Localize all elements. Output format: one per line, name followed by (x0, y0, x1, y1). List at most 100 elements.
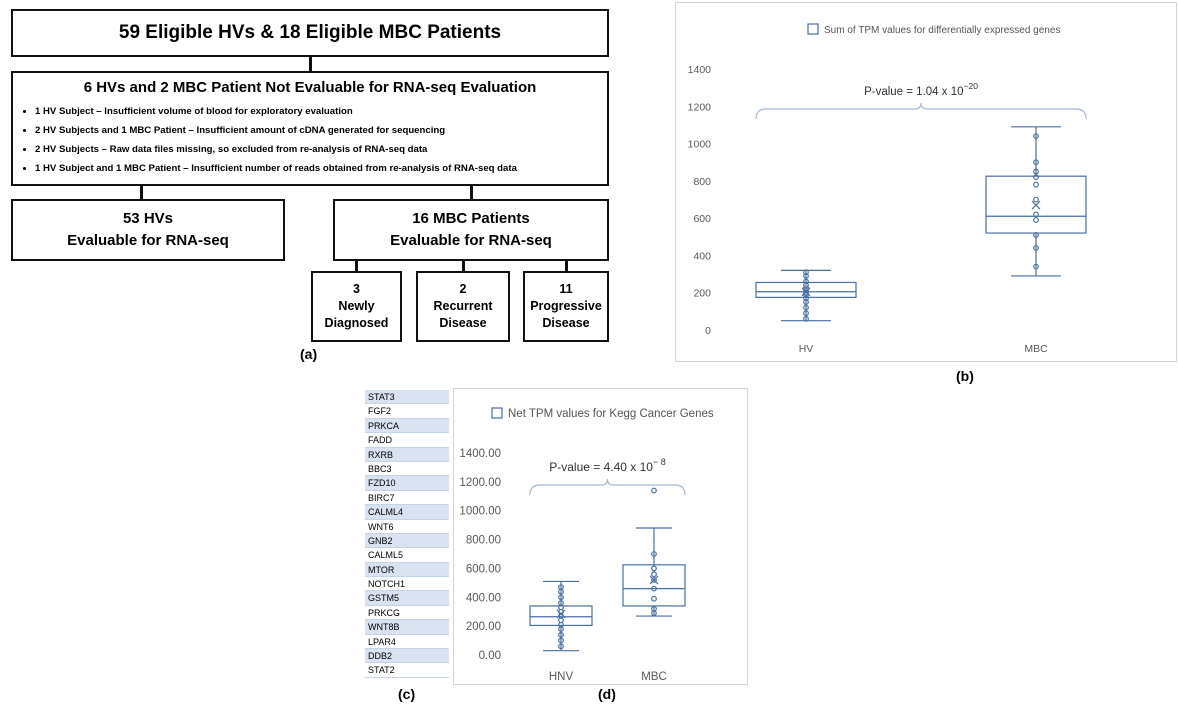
gene-row: CALML4 (365, 505, 449, 520)
flow-exclusion-item: 2 HV Subjects and 1 MBC Patient – Insuff… (35, 121, 599, 140)
y-tick-label: 800 (693, 176, 711, 188)
mean-marker (801, 287, 811, 297)
data-point (803, 299, 809, 305)
flow-connector (565, 261, 568, 271)
flow-hv-box: 53 HVs Evaluable for RNA-seq (11, 199, 285, 261)
gene-row: STAT2 (365, 663, 449, 678)
data-point (558, 637, 564, 644)
significance-bracket (755, 102, 1087, 120)
data-point (651, 551, 657, 557)
flow-connector (470, 186, 473, 199)
p-value-annotation: P-value = 1.04 x 10−20 (864, 81, 978, 98)
gene-row: GSTM5 (365, 591, 449, 606)
y-tick-label: 1400.00 (459, 448, 501, 460)
gene-table: STAT3 FGF2 PRKCA FADD RXRB BBC3 FZD10 BIRC7 CALM… (365, 390, 449, 678)
legend-swatch (807, 23, 819, 35)
mean-marker (649, 575, 659, 585)
flow-exclusion-box: 6 HVs and 2 MBC Patient Not Evaluable fo… (11, 71, 609, 186)
data-point (651, 487, 657, 494)
data-point (803, 278, 809, 285)
data-point (803, 282, 809, 289)
flow-exclusion-item: 2 HV Subjects – Raw data files missing, … (35, 140, 599, 159)
data-point (651, 595, 657, 602)
flow-recurrent-box: 2 Recurrent Disease (416, 271, 510, 342)
flow-mbc-count: 16 MBC Patients (412, 210, 530, 227)
data-point (558, 643, 564, 650)
data-point (803, 310, 809, 317)
flow-exclusion-header: 6 HVs and 2 MBC Patient Not Evaluable fo… (83, 79, 537, 96)
mean-marker (1031, 200, 1041, 210)
y-tick-label: 0.00 (479, 650, 501, 662)
y-tick-label: 200.00 (466, 621, 501, 633)
y-tick-label: 1400 (688, 64, 712, 76)
gene-row: FADD (365, 433, 449, 448)
flow-sub-label: Recurrent (433, 299, 493, 313)
data-point (803, 295, 809, 302)
gene-row: PRKCG (365, 605, 449, 621)
gene-row: DDB2 (365, 649, 449, 664)
gene-row: RXRB (365, 447, 449, 462)
chart-b-svg: Sum of TPM values for differentially exp… (688, 23, 1087, 355)
y-tick-label: 600 (693, 213, 711, 225)
flow-connector (309, 57, 312, 71)
flow-exclusion-item: 1 HV Subject and 1 MBC Patient – Insuffi… (35, 159, 599, 178)
data-point (1033, 168, 1039, 175)
p-value-text: P-value = 4.40 x 10 (549, 460, 653, 474)
data-point (803, 287, 809, 294)
panel-label-d: (d) (598, 686, 616, 702)
data-point (558, 584, 564, 591)
flow-hv-label: Evaluable for RNA-seq (67, 232, 229, 249)
y-tick-label: 1200 (688, 101, 712, 113)
flow-hv-count: 53 HVs (122, 210, 174, 227)
y-tick-label: 400.00 (466, 592, 501, 604)
gene-row: MTOR (365, 562, 449, 578)
panel-label-b: (b) (956, 368, 974, 384)
data-point (803, 285, 809, 291)
data-point (651, 571, 657, 578)
data-point (651, 577, 657, 583)
flow-sub-label: Disease (542, 316, 590, 330)
data-point (1033, 133, 1039, 140)
data-point (1033, 232, 1039, 238)
x-category-label: MBC (641, 671, 667, 683)
x-category-label: HNV (549, 671, 574, 683)
data-point (651, 605, 657, 612)
gene-row: PRKCA (365, 418, 449, 434)
mean-marker (556, 609, 566, 619)
flow-connector (355, 261, 358, 271)
chart-d-frame: Net TPM values for Kegg Cancer Genes 0.00… (453, 388, 748, 685)
y-tick-label: 600.00 (466, 563, 501, 575)
y-tick-label: 1200.00 (459, 477, 501, 489)
flow-sub-label: Newly (338, 299, 375, 313)
y-tick-label: 1000 (688, 139, 712, 151)
y-tick-label: 400 (693, 250, 711, 262)
flow-top-box: 59 Eligible HVs & 18 Eligible MBC Patien… (11, 9, 609, 57)
flow-mbc-box: 16 MBC Patients Evaluable for RNA-seq (333, 199, 609, 261)
significance-bracket (529, 478, 686, 496)
data-point (1033, 245, 1039, 251)
p-value-exponent: − 8 (653, 457, 666, 467)
flow-sub-count: 3 (353, 282, 360, 296)
flow-exclusion-item: 1 HV Subject – Insufficient volume of bl… (35, 102, 599, 121)
flow-mbc-label: Evaluable for RNA-seq (390, 232, 552, 249)
gene-row: WNT6 (365, 519, 449, 534)
x-category-label: HV (799, 343, 814, 355)
gene-row: FGF2 (365, 404, 449, 419)
data-point (1033, 211, 1039, 218)
panel-label-a: (a) (300, 346, 318, 362)
y-tick-label: 1000.00 (459, 506, 501, 518)
x-category-label: MBC (1024, 343, 1048, 355)
data-point (1033, 174, 1039, 181)
chart-title: Net TPM values for Kegg Cancer Genes (508, 408, 714, 420)
flow-newly-diagnosed-box: 3 Newly Diagnosed (311, 271, 402, 342)
y-tick-label: 200 (693, 288, 711, 300)
chart-title: Sum of TPM values for differentially exp… (824, 25, 1060, 36)
flow-connector (140, 186, 143, 199)
flow-sub-count: 2 (459, 282, 467, 296)
data-point (1033, 181, 1039, 188)
flow-progressive-box: 11 Progressive Disease (523, 271, 609, 342)
flow-sub-label: Diagnosed (324, 316, 389, 330)
data-point (803, 273, 809, 279)
p-value-text: P-value = 1.04 x 10 (864, 86, 963, 98)
chart-d-svg: Net TPM values for Kegg Cancer Genes 0.00… (459, 407, 714, 683)
